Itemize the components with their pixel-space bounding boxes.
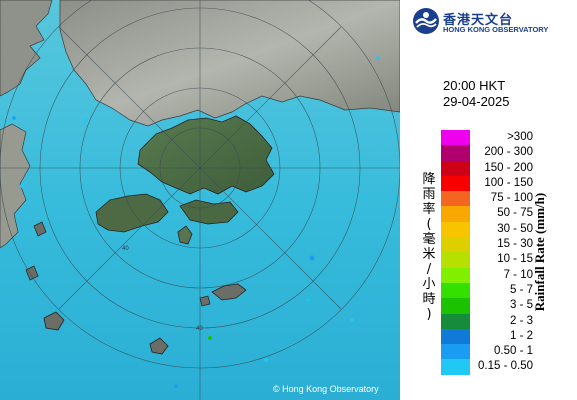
lema-islands <box>211 283 247 301</box>
legend-swatch <box>441 313 470 329</box>
legend-row: 7 - 10 <box>441 267 577 283</box>
legend-swatch <box>441 175 470 192</box>
rain-echoes <box>12 56 380 388</box>
legend-swatch <box>441 359 470 375</box>
legend-label: 30 - 50 <box>497 222 533 235</box>
legend-row: 150 - 200 <box>441 160 577 176</box>
legend-row: 100 - 150 <box>441 175 577 192</box>
legend-swatch <box>441 191 470 207</box>
org-name-en: HONG KONG OBSERVATORY <box>443 25 549 34</box>
range-rings <box>0 0 400 400</box>
legend-title-cn-char: 雨 <box>422 187 436 202</box>
legend-title-cn-char: 時 <box>422 292 436 307</box>
legend-row: 0.50 - 1 <box>441 344 577 360</box>
west-coast-land <box>0 0 53 97</box>
legend-label: 1 - 2 <box>509 329 533 342</box>
radar-map: 40 40 © Hong Kong Observatory <box>0 0 400 400</box>
west-peninsula-land <box>0 123 31 249</box>
legend-swatch <box>441 344 470 360</box>
legend-title-cn-char: 率 <box>422 202 436 217</box>
legend-label: 2 - 3 <box>509 314 533 327</box>
legend-row: 200 - 300 <box>441 145 577 161</box>
wanshan-islands <box>43 311 65 331</box>
info-panel: 香港天文台 HONG KONG OBSERVATORY 20:00 HKT 29… <box>400 0 577 400</box>
legend-title-cn-char: 毫 <box>422 232 436 247</box>
legend-swatch <box>441 160 470 176</box>
legend-label: 0.15 - 0.50 <box>478 360 533 373</box>
legend-swatch <box>441 328 470 345</box>
legend-label: 50 - 75 <box>497 207 533 220</box>
hko-logo-icon <box>413 8 439 34</box>
legend-row: 0.15 - 0.50 <box>441 359 577 375</box>
legend-swatch <box>441 206 470 222</box>
range-ring-label: 40 <box>122 246 129 252</box>
south-island <box>149 337 169 355</box>
legend-title-en: Rainfall Rate (mm/h) <box>532 192 547 312</box>
legend-row: 30 - 50 <box>441 221 577 238</box>
range-ring-label: 40 <box>196 326 203 332</box>
legend-title-cn-char: ) <box>426 307 432 322</box>
legend-row: >300 <box>441 130 577 146</box>
legend-label: 150 - 200 <box>484 161 533 174</box>
legend-row: 10 - 15 <box>441 252 577 268</box>
legend-row: 3 - 5 <box>441 298 577 314</box>
legend-label: 75 - 100 <box>490 192 533 205</box>
legend-swatch <box>441 267 470 283</box>
rainfall-legend: >300 200 - 300 150 - 200 100 - 150 75 - 100 5… <box>441 130 577 375</box>
hk-island <box>179 199 239 225</box>
legend-row: 1 - 2 <box>441 328 577 345</box>
legend-title-cn: 降雨率(毫米/小時)降雨率(毫米/小時) <box>422 172 436 322</box>
legend-label: 100 - 150 <box>484 176 533 189</box>
legend-label: >300 <box>507 131 533 143</box>
legend-swatch <box>441 298 470 314</box>
lamma-island <box>177 225 193 245</box>
observation-date: 29-04-2025 <box>443 94 510 109</box>
small-island <box>33 221 47 237</box>
legend-label: 200 - 300 <box>484 146 533 159</box>
hko-logo: 香港天文台 HONG KONG OBSERVATORY <box>412 6 572 36</box>
mainland-land <box>59 0 400 127</box>
legend-swatch <box>441 145 470 161</box>
copyright-text: © Hong Kong Observatory <box>273 384 379 394</box>
org-name-cn: 香港天文台 <box>443 13 514 28</box>
legend-label: 0.50 - 1 <box>494 345 533 358</box>
radar-map-canvas: 40 40 <box>0 0 400 400</box>
small-island <box>25 265 39 281</box>
legend-row: 75 - 100 <box>441 191 577 207</box>
legend-title-cn-char: ( <box>426 217 432 232</box>
legend-label: 5 - 7 <box>509 283 533 296</box>
observation-time: 20:00 HKT <box>443 78 506 93</box>
legend-swatch <box>441 130 470 146</box>
legend-title-cn-char: 降 <box>422 172 436 187</box>
small-island <box>199 295 211 307</box>
legend-label: 7 - 10 <box>503 268 533 281</box>
legend-title-cn-char: / <box>426 262 432 277</box>
legend-label: 3 - 5 <box>509 299 533 312</box>
legend-swatch <box>441 282 470 299</box>
legend-label: 10 - 15 <box>497 253 533 266</box>
legend-row: 5 - 7 <box>441 282 577 299</box>
legend-row: 2 - 3 <box>441 313 577 329</box>
legend-swatch <box>441 237 470 253</box>
legend-row: 50 - 75 <box>441 206 577 222</box>
legend-row: 15 - 30 <box>441 237 577 253</box>
legend-title-cn-char: 小 <box>422 277 436 292</box>
legend-label: 15 - 30 <box>497 238 533 251</box>
legend-title-cn-char: 米 <box>422 247 436 262</box>
legend-swatch <box>441 221 470 238</box>
legend-swatch <box>441 252 470 268</box>
